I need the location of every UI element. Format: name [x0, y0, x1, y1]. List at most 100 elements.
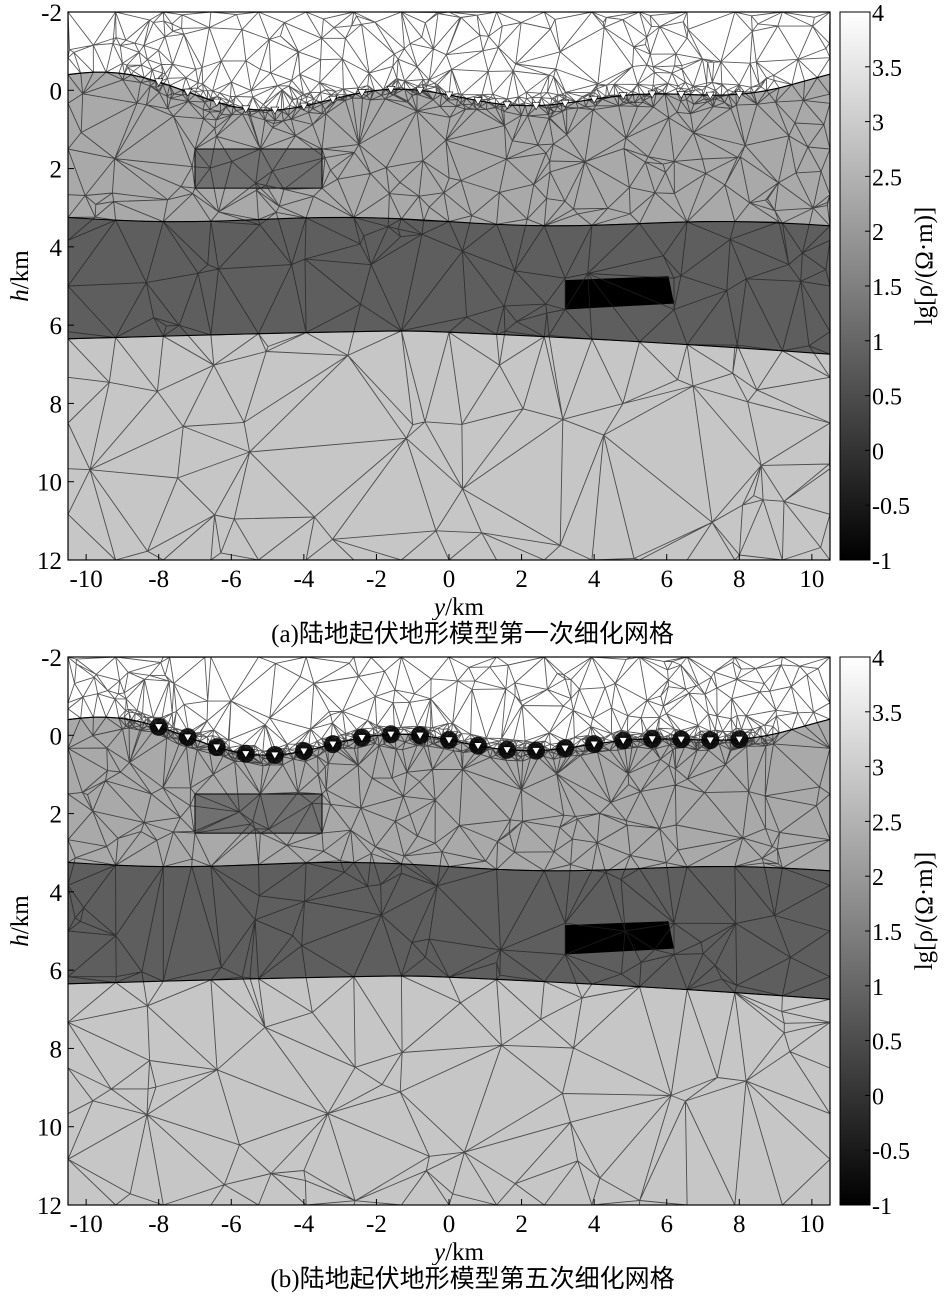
x-tick-label: -6 — [221, 1211, 242, 1238]
station-triangle — [183, 88, 193, 97]
station-triangle — [589, 740, 599, 749]
station-triangle — [676, 91, 686, 99]
colorbar-tick-label: -0.5 — [872, 1139, 910, 1165]
colorbar-tick-label: 3 — [872, 756, 884, 782]
y-tick-label: 6 — [50, 958, 63, 985]
station-triangle — [357, 89, 367, 98]
station-triangle — [560, 99, 570, 108]
y-axis: -2 0 2 4 6 8 10 12 h/km — [7, 645, 74, 1220]
middle-conductive-layer — [68, 217, 830, 355]
x-tick-label: 4 — [588, 566, 601, 593]
y-axis-label: h/km — [7, 250, 34, 302]
colorbar-tick-label: 0.5 — [872, 1030, 902, 1056]
station-triangle — [183, 733, 193, 742]
colorbar-tick-label: 4 — [872, 1, 884, 27]
colorbar-tick-label: 2 — [872, 220, 884, 246]
x-tick-label: -2 — [366, 566, 387, 593]
x-tick-label: 4 — [588, 1211, 601, 1238]
station-triangle — [415, 87, 425, 95]
colorbar-tick-label: 0 — [872, 439, 884, 465]
colorbar-label: lg[ρ/(Ω·m)] — [911, 207, 938, 326]
colorbar: 4 3.5 3 2.5 2 1.5 1 0.5 0 -0.5 -1 lg[ρ/(Ω·m)] — [839, 1, 938, 575]
y-tick-label: -2 — [41, 0, 62, 27]
station-triangle — [531, 102, 541, 111]
x-tick-label: 0 — [443, 566, 456, 593]
y-axis: -2 0 2 4 6 8 10 12 h/km — [7, 0, 74, 575]
x-tick-label: -8 — [148, 1211, 169, 1238]
y-tick-label: 12 — [37, 1193, 62, 1220]
colorbar-tick-label: 0.5 — [872, 385, 902, 411]
conductive-anomaly-block — [565, 276, 674, 310]
middle-conductive-layer — [68, 862, 830, 1000]
station-triangle — [328, 740, 338, 749]
conductive-anomaly-block — [565, 921, 674, 955]
y-axis-label: h/km — [7, 895, 34, 947]
colorbar-label: lg[ρ/(Ω·m)] — [911, 852, 938, 971]
y-tick-label: 4 — [50, 235, 63, 262]
mesh-plot-fifth-refinement: -10 -8 -6 -4 -2 0 2 4 6 8 10y/km-2024681012h/km43.… — [7, 645, 938, 1266]
colorbar-tick-label: -0.5 — [872, 494, 910, 520]
x-tick-label: 2 — [515, 1211, 528, 1238]
x-tick-label: 8 — [733, 1211, 746, 1238]
middle-layer-bottom-interface — [67, 975, 831, 1000]
colorbar-tick-label: 0 — [872, 1084, 884, 1110]
x-tick-label: 6 — [660, 1211, 673, 1238]
station-triangle — [618, 737, 628, 746]
station-triangle — [647, 735, 657, 744]
x-tick-label: -8 — [148, 566, 169, 593]
station-triangle — [241, 750, 251, 759]
station-triangle — [299, 747, 309, 756]
colorbar-tick-label: -1 — [872, 1194, 892, 1220]
x-tick-label: -6 — [221, 566, 242, 593]
x-axis-label: y/km — [431, 594, 485, 620]
panel-fifth-refinement: -10 -8 -6 -4 -2 0 2 4 6 8 10 y/km -2 0 2 4 6 8 10 12 h/km 4 3.… — [0, 645, 945, 1299]
station-triangle — [502, 101, 512, 110]
x-tick-label: -10 — [69, 1211, 102, 1238]
x-axis-label: y/km — [431, 1239, 485, 1265]
y-tick-label: 10 — [37, 1115, 62, 1142]
station-triangle — [154, 723, 164, 732]
colorbar-tick-label: 4 — [872, 646, 884, 672]
station-triangle — [328, 95, 338, 104]
station-markers — [149, 717, 749, 765]
x-tick-label: -4 — [293, 566, 314, 593]
station-triangle — [357, 734, 367, 743]
station-triangle — [212, 743, 222, 752]
station-triangle — [270, 751, 280, 760]
station-markers — [154, 78, 744, 115]
x-tick-label: 0 — [443, 1211, 456, 1238]
model-domain-b — [67, 656, 831, 1206]
station-triangle — [473, 742, 483, 751]
x-tick-label: 2 — [515, 566, 528, 593]
station-triangle — [386, 85, 396, 94]
x-tick-label: 10 — [799, 566, 824, 593]
station-triangle — [502, 746, 512, 755]
colorbar-tick-label: 3.5 — [872, 701, 902, 727]
station-triangle — [241, 105, 251, 114]
y-tick-label: 10 — [37, 470, 62, 497]
y-tick-label: 0 — [50, 78, 63, 105]
colorbar: 4 3.5 3 2.5 2 1.5 1 0.5 0 -0.5 -1 lg[ρ/(Ω·m)] — [839, 646, 938, 1220]
colorbar-tick-label: 1 — [872, 975, 884, 1001]
y-tick-label: 0 — [50, 723, 63, 750]
panel-first-refinement: -10 -8 -6 -4 -2 0 2 4 6 8 10 y/km -2 0 2 4 6 8 10 12 h/km 4 3.… — [7, 0, 938, 648]
x-axis: -10 -8 -6 -4 -2 0 2 4 6 8 10 y/km — [69, 554, 824, 621]
station-triangle — [270, 106, 280, 115]
middle-layer-top-interface — [67, 861, 831, 872]
station-triangle — [154, 78, 164, 87]
y-tick-label: 8 — [50, 391, 63, 418]
y-tick-label: 2 — [50, 157, 63, 184]
station-triangle — [415, 732, 425, 740]
station-triangle — [734, 735, 744, 744]
colorbar-tick-label: 2.5 — [872, 810, 902, 836]
x-tick-label: -4 — [293, 1211, 314, 1238]
station-triangle — [589, 95, 599, 104]
y-tick-label: 8 — [50, 1036, 63, 1063]
middle-layer-bottom-interface — [67, 330, 831, 355]
colorbar-tick-label: -1 — [872, 549, 892, 575]
station-triangle — [647, 90, 657, 99]
colorbar-tick-label: 3 — [872, 111, 884, 137]
upper-anomaly-block — [194, 148, 323, 189]
station-triangle — [705, 91, 715, 100]
y-tick-label: 12 — [37, 548, 62, 575]
